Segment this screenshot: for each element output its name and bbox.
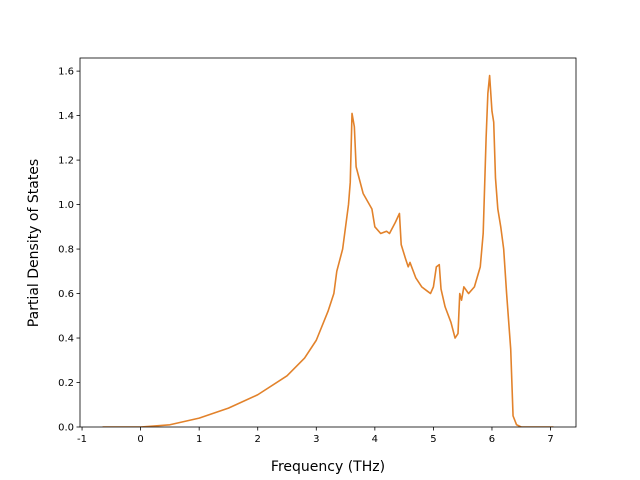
y-tick-label: 0.8 (58, 245, 74, 256)
x-tick-label: 7 (547, 434, 553, 445)
x-tick-label: 2 (255, 434, 261, 445)
y-axis-label: Partial Density of States (26, 159, 42, 327)
y-tick-label: 0.2 (58, 378, 74, 389)
y-tick-label: 0.0 (58, 423, 74, 434)
y-tick-label: 0.6 (58, 289, 74, 300)
y-tick-label: 1.4 (58, 111, 74, 122)
y-tick-label: 1.0 (58, 200, 74, 211)
x-tick-label: -1 (77, 434, 87, 445)
plot-frame (79, 57, 577, 428)
x-axis-label: Frequency (THz) (271, 459, 385, 475)
line-series (102, 74, 554, 427)
x-tick-label: 4 (372, 434, 378, 445)
y-tick-label: 1.2 (58, 156, 74, 167)
x-tick-label: 1 (196, 434, 202, 445)
y-tick-label: 0.4 (58, 334, 74, 345)
x-tick-label: 0 (137, 434, 143, 445)
x-tick-label: 5 (430, 434, 436, 445)
y-tick-label: 1.6 (58, 67, 74, 78)
x-tick-label: 6 (489, 434, 495, 445)
x-tick-label: 3 (313, 434, 319, 445)
